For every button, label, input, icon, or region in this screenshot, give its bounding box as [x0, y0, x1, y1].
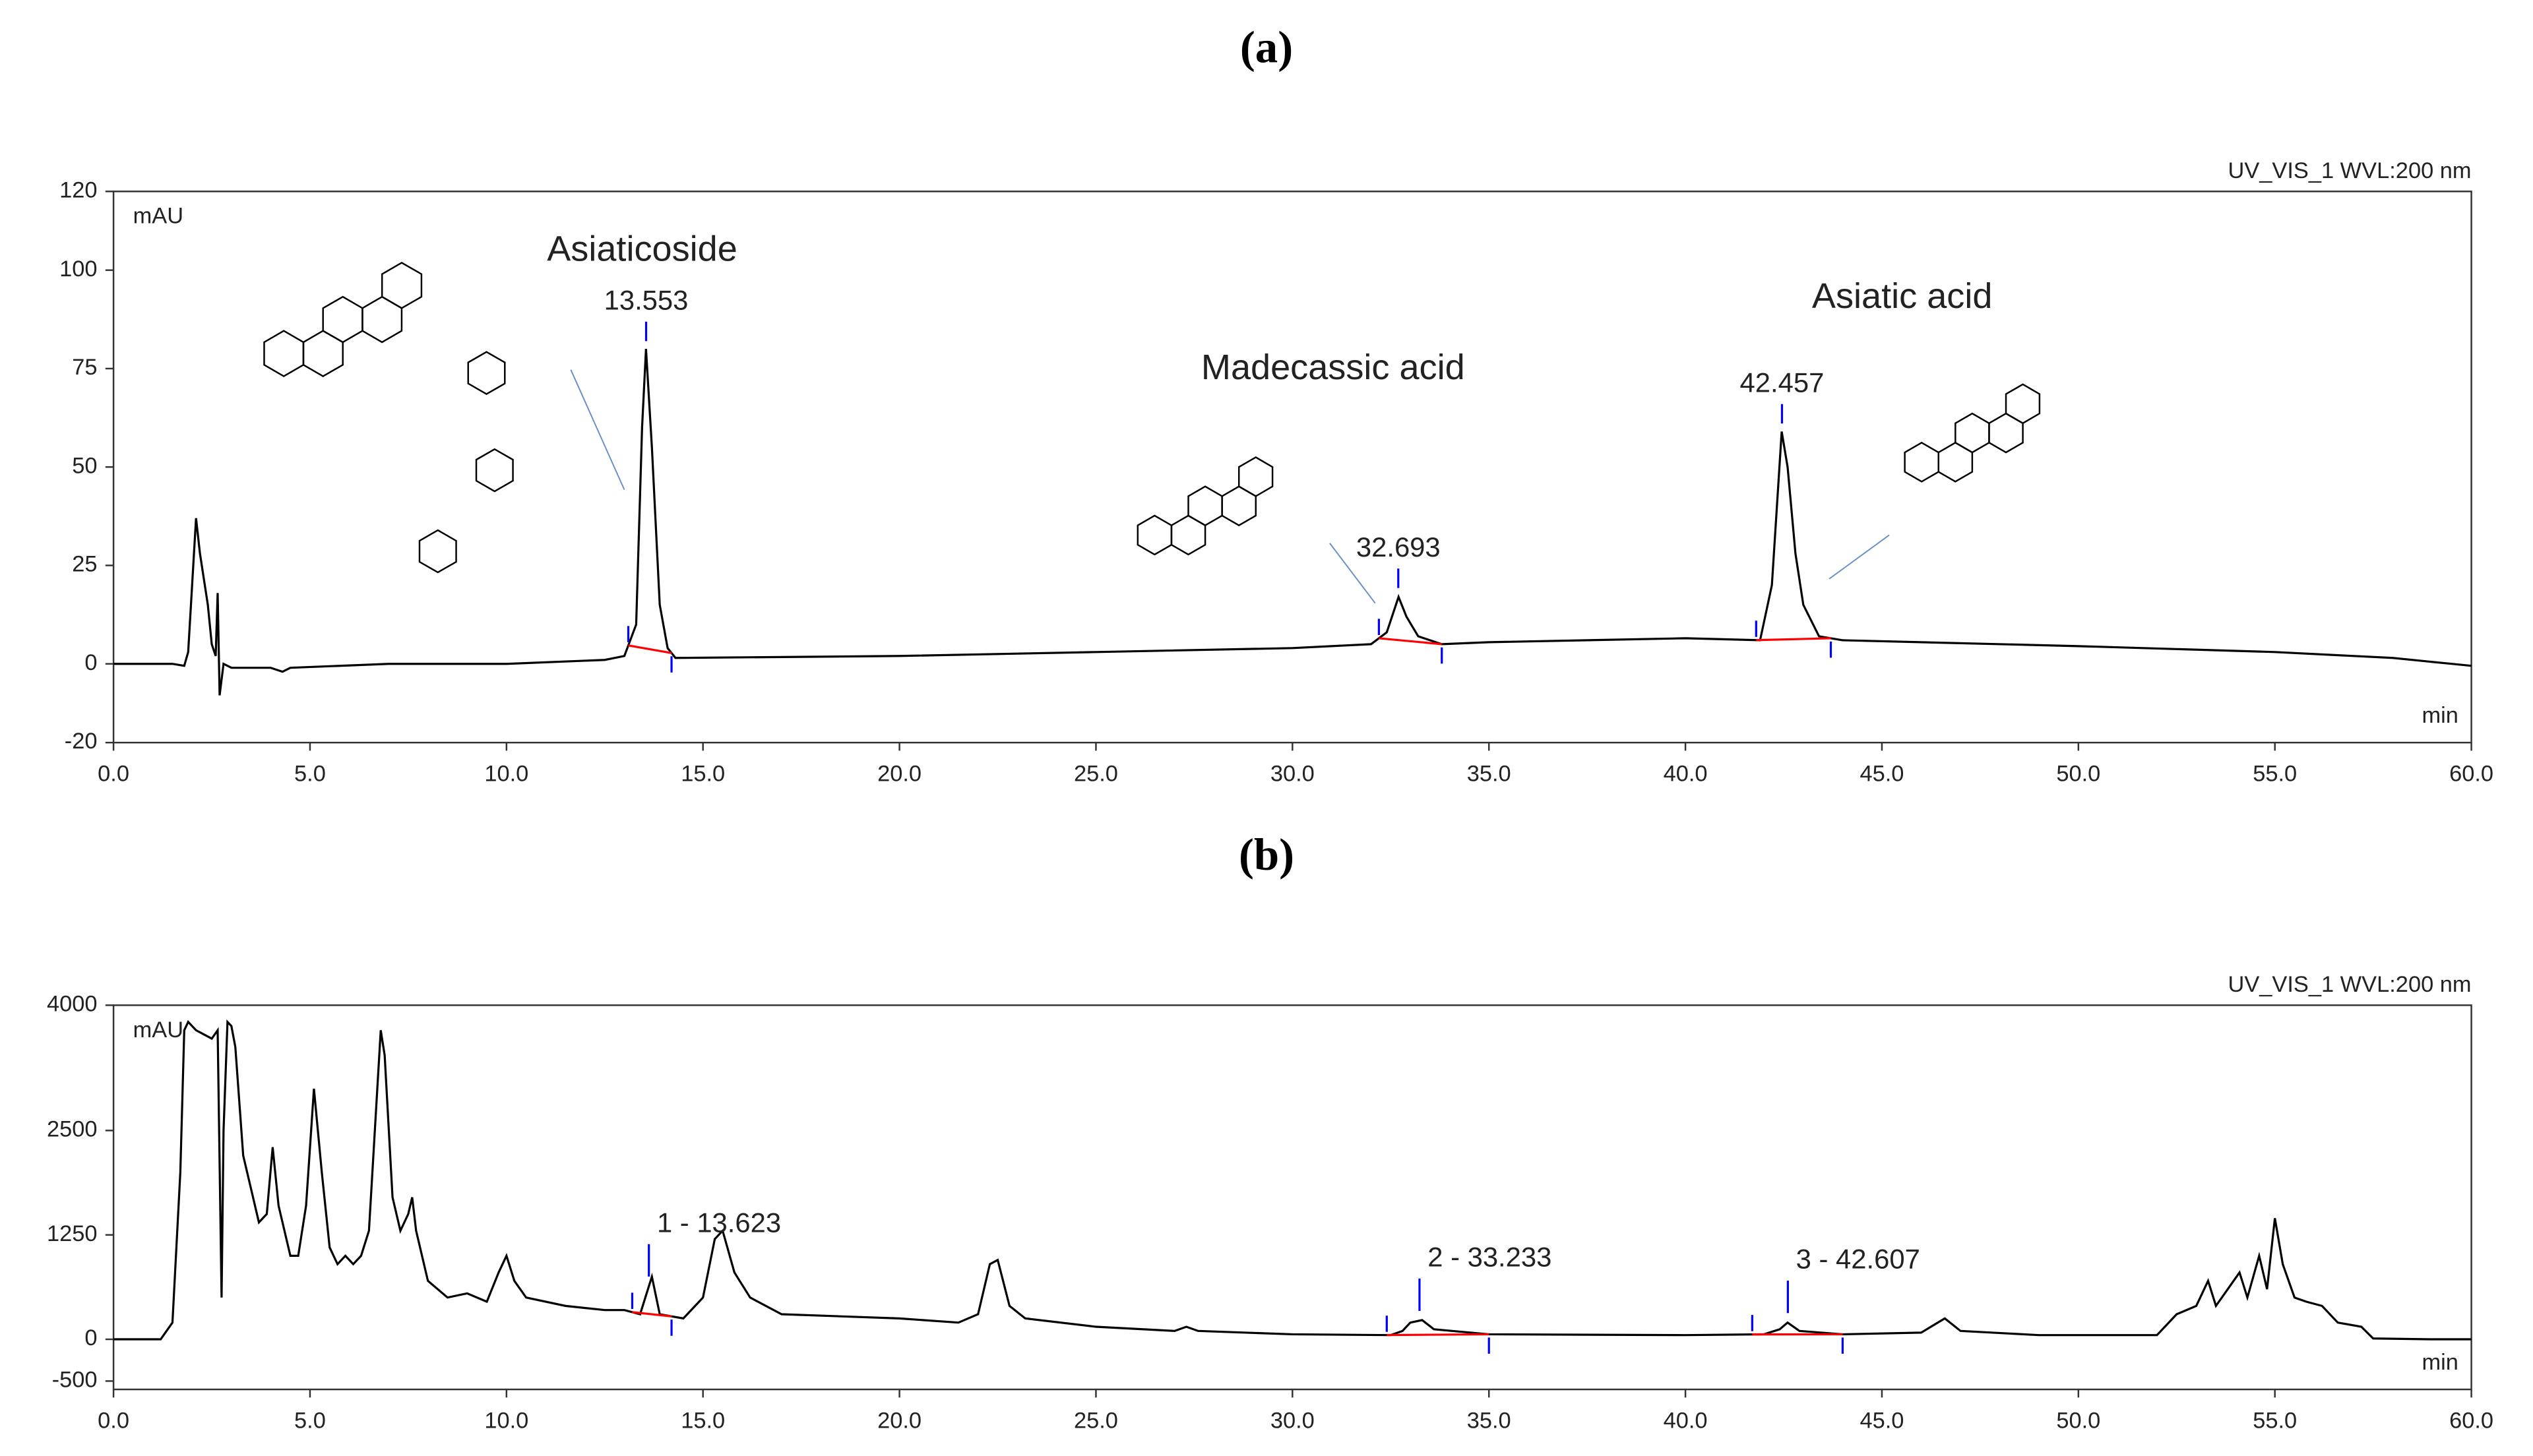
header: UV_VIS_1 WVL:200 nm — [2228, 972, 2471, 997]
chemical-structures — [263, 262, 2041, 574]
ring — [381, 262, 423, 309]
x-tick-label: 55.0 — [2253, 1408, 2297, 1433]
chart: (b) UV_VIS_1 WVL:200 nm mAU min 0.0 5.0 10.0 15… — [47, 830, 2493, 1433]
peak-label: 42.457 — [1740, 367, 1825, 398]
y-axis-label: mAU — [133, 204, 183, 229]
integration-baseline — [632, 1311, 672, 1318]
leader-line — [1329, 543, 1376, 604]
compound-name: Asiaticoside — [547, 229, 737, 269]
y-tick-label: -500 — [52, 1367, 98, 1392]
x-tick-label: 60.0 — [2449, 1408, 2493, 1433]
chart: (a) UV_VIS_1 WVL:200 nm mAU min 0.0 5.0 10.0 15… — [59, 22, 2493, 787]
peak-label: 3 - 42.607 — [1796, 1244, 1920, 1275]
y-tick-label: 4000 — [47, 991, 98, 1016]
x-tick-label: 10.0 — [484, 761, 528, 786]
x-tick-label: 20.0 — [877, 1408, 922, 1433]
panel-label: (a) — [1240, 22, 1293, 73]
x-tick-label: 15.0 — [681, 761, 725, 786]
x-tick-label: 5.0 — [294, 1408, 326, 1433]
x-tick-label: 20.0 — [877, 761, 922, 786]
x-tick-label: 40.0 — [1664, 761, 1708, 786]
x-tick-label: 10.0 — [484, 1408, 528, 1433]
panel-label: (b) — [1239, 830, 1294, 880]
x-tick-label: 25.0 — [1074, 761, 1118, 786]
x-tick-label: 0.0 — [98, 1408, 129, 1433]
y-tick-label: 2500 — [47, 1116, 98, 1141]
ring — [467, 351, 506, 395]
x-tick-label: 5.0 — [294, 761, 326, 786]
integration-baseline — [1379, 637, 1442, 646]
ring — [1237, 456, 1274, 497]
x-tick-label: 30.0 — [1270, 1408, 1315, 1433]
x-axis-label: min — [2422, 703, 2458, 728]
peak-label: 32.693 — [1356, 531, 1441, 562]
trace — [113, 348, 2472, 696]
integration-baseline — [628, 644, 672, 654]
x-tick-label: 45.0 — [1860, 1408, 1904, 1433]
y-tick-label: 120 — [59, 177, 97, 202]
leader-line — [570, 369, 625, 491]
peak-label: 1 - 13.623 — [657, 1207, 781, 1238]
ring — [2005, 383, 2041, 425]
x-tick-label: 60.0 — [2449, 761, 2493, 786]
x-tick-label: 0.0 — [98, 761, 129, 786]
x-tick-label: 35.0 — [1467, 761, 1511, 786]
x-tick-label: 30.0 — [1270, 761, 1315, 786]
y-tick-label: -20 — [65, 729, 98, 754]
x-tick-label: 40.0 — [1664, 1408, 1708, 1433]
y-tick-label: 0 — [84, 650, 97, 675]
ring — [475, 448, 514, 493]
x-tick-label: 15.0 — [681, 1408, 725, 1433]
x-tick-label: 55.0 — [2253, 761, 2297, 786]
leader-line — [1829, 534, 1890, 580]
ring — [418, 529, 457, 574]
compound-name: Madecassic acid — [1201, 348, 1465, 387]
y-tick-label: 25 — [72, 552, 97, 577]
x-axis-label: min — [2422, 1350, 2458, 1375]
y-tick-label: 1250 — [47, 1221, 98, 1246]
x-tick-label: 50.0 — [2056, 761, 2100, 786]
compound-name: Asiatic acid — [1812, 276, 1993, 316]
integration-baseline — [1756, 637, 1831, 642]
y-tick-label: 100 — [59, 257, 97, 282]
y-axis-label: mAU — [133, 1017, 183, 1043]
x-tick-label: 25.0 — [1074, 1408, 1118, 1433]
header: UV_VIS_1 WVL:200 nm — [2228, 158, 2471, 183]
leader-lines — [570, 369, 1890, 604]
y-tick-label: 0 — [84, 1325, 97, 1350]
x-tick-label: 45.0 — [1860, 761, 1904, 786]
x-tick-label: 35.0 — [1467, 1408, 1511, 1433]
y-tick-label: 75 — [72, 355, 97, 380]
integration-baseline — [1387, 1333, 1489, 1337]
peak-label: 13.553 — [604, 284, 689, 315]
x-tick-label: 50.0 — [2056, 1408, 2100, 1433]
y-tick-label: 50 — [72, 453, 97, 478]
peak-label: 2 - 33.233 — [1427, 1241, 1551, 1272]
